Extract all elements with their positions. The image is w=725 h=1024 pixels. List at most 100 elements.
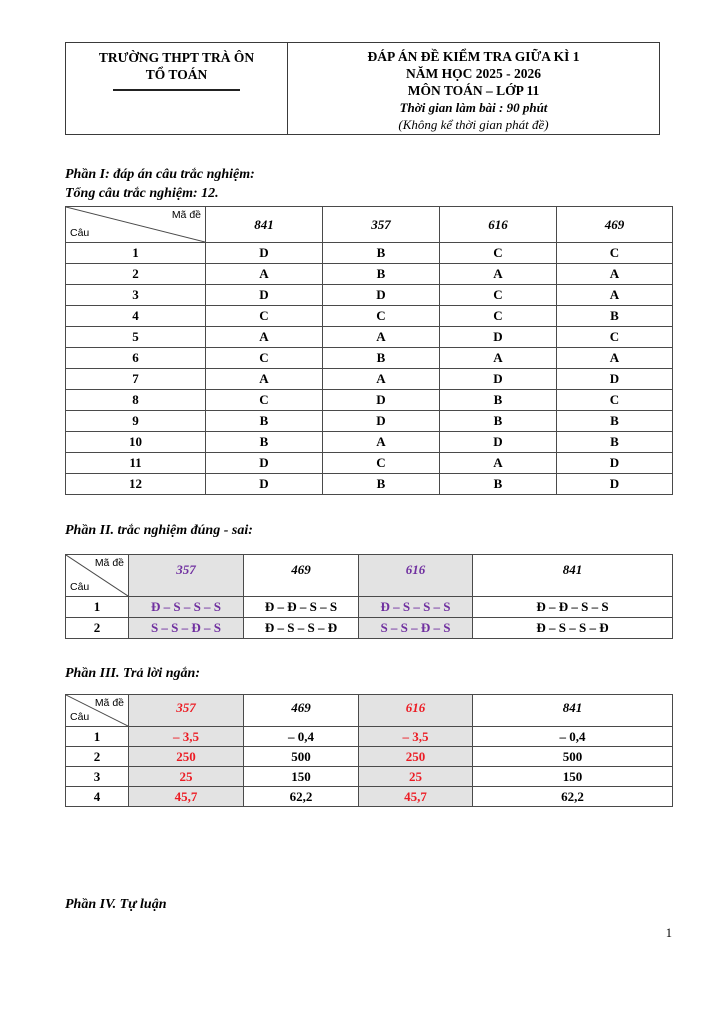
question-number: 10: [65, 431, 206, 453]
answer-cell: C: [439, 305, 557, 327]
answer-cell: 500: [472, 746, 673, 767]
answer-cell: – 0,4: [472, 726, 673, 747]
column-header: 616: [358, 554, 473, 597]
answer-cell: B: [439, 473, 557, 495]
answer-cell: 45,7: [128, 786, 244, 807]
school-name: TRƯỜNG THPT TRÀ ÔN: [98, 50, 255, 65]
part1-subheading: Tổng câu trắc nghiệm: 12.: [65, 186, 219, 201]
corner-label-ma-de: Mã đề: [171, 209, 201, 221]
answer-cell: S – S – Đ – S: [128, 617, 244, 639]
answer-cell: Đ – S – S – Đ: [243, 617, 359, 639]
answer-cell: D: [439, 431, 557, 453]
answer-cell: C: [205, 389, 323, 411]
answer-cell: A: [322, 431, 440, 453]
question-number: 2: [65, 746, 129, 767]
exam-title: ĐÁP ÁN ĐỀ KIỂM TRA GIỮA KÌ 1: [367, 49, 580, 64]
table-row: 1– 3,5– 0,4– 3,5– 0,4: [65, 726, 673, 747]
corner-label-cau: Câu: [70, 711, 90, 723]
answer-cell: D: [205, 242, 323, 264]
answer-cell: C: [439, 242, 557, 264]
answer-cell: S – S – Đ – S: [358, 617, 473, 639]
column-header: 357: [128, 694, 244, 727]
answer-cell: B: [322, 347, 440, 369]
answer-cell: A: [439, 452, 557, 474]
answer-cell: Đ – S – S – S: [128, 596, 244, 618]
question-number: 4: [65, 305, 206, 327]
answer-cell: 62,2: [243, 786, 359, 807]
answer-cell: 62,2: [472, 786, 673, 807]
column-header: 841: [205, 206, 323, 243]
answer-cell: B: [556, 410, 673, 432]
answer-cell: D: [556, 368, 673, 390]
answer-cell: Đ – S – S – S: [358, 596, 473, 618]
diagonal-divider: [66, 555, 128, 596]
school-header-right: ĐÁP ÁN ĐỀ KIỂM TRA GIỮA KÌ 1 NĂM HỌC 202…: [288, 43, 659, 134]
school-year: NĂM HỌC 2025 - 2026: [406, 66, 541, 81]
exam-duration: Thời gian làm bài : 90 phút: [399, 100, 548, 115]
department-name: TỔ TOÁN: [145, 66, 208, 82]
exam-note: (Không kể thời gian phát đề): [398, 117, 549, 132]
answer-cell: B: [556, 305, 673, 327]
answer-cell: 45,7: [358, 786, 473, 807]
answer-cell: C: [556, 326, 673, 348]
answer-cell: A: [556, 284, 673, 306]
answer-cell: A: [439, 263, 557, 285]
answer-cell: – 0,4: [243, 726, 359, 747]
answer-cell: 250: [358, 746, 473, 767]
header-divider-rule: [113, 89, 240, 91]
answer-cell: D: [322, 284, 440, 306]
answer-cell: C: [205, 305, 323, 327]
column-header: 357: [128, 554, 244, 597]
question-number: 3: [65, 284, 206, 306]
answer-cell: B: [439, 389, 557, 411]
column-header: 841: [472, 694, 673, 727]
table-row: 4 45,7 62,2 45,7 62,2: [65, 786, 673, 807]
answer-cell: A: [322, 326, 440, 348]
part1-heading: Phần I: đáp án câu trắc nghiệm:: [65, 167, 255, 182]
table-row: 10 B A D B: [65, 431, 673, 453]
answer-cell: Đ – S – S – Đ: [472, 617, 673, 639]
answer-cell: Đ – Đ – S – S: [243, 596, 359, 618]
answer-cell: A: [205, 326, 323, 348]
question-number: 5: [65, 326, 206, 348]
column-header: 469: [243, 694, 359, 727]
question-number: 1: [65, 242, 206, 264]
question-number: 2: [65, 617, 129, 639]
answer-cell: B: [322, 242, 440, 264]
diagonal-divider: [66, 207, 205, 242]
corner-cell: Mã đề Câu: [65, 206, 206, 243]
question-number: 2: [65, 263, 206, 285]
answer-cell: C: [322, 452, 440, 474]
answer-cell: B: [322, 263, 440, 285]
answer-cell: 25: [128, 766, 244, 787]
answer-cell: C: [322, 305, 440, 327]
answer-cell: D: [205, 284, 323, 306]
answer-cell: A: [205, 263, 323, 285]
answer-cell: C: [556, 389, 673, 411]
part4-heading: Phần IV. Tự luận: [65, 897, 167, 912]
subject-grade: MÔN TOÁN – LỚP 11: [407, 83, 540, 98]
answer-cell: D: [556, 452, 673, 474]
answer-cell: D: [556, 473, 673, 495]
answer-cell: 150: [472, 766, 673, 787]
table-row: 3 25 150 25 150: [65, 766, 673, 787]
answer-cell: 150: [243, 766, 359, 787]
question-number: 8: [65, 389, 206, 411]
answer-cell: A: [556, 263, 673, 285]
document-page: TRƯỜNG THPT TRÀ ÔN TỔ TOÁN ĐÁP ÁN ĐỀ KIỂ…: [65, 42, 673, 940]
answer-cell: B: [205, 410, 323, 432]
table-header-row: Mã đề Câu 357 469 616 841: [65, 694, 673, 727]
answer-cell: D: [439, 326, 557, 348]
answer-cell: B: [439, 410, 557, 432]
corner-label-cau: Câu: [70, 227, 90, 239]
corner-label-ma-de: Mã đề: [94, 557, 124, 569]
